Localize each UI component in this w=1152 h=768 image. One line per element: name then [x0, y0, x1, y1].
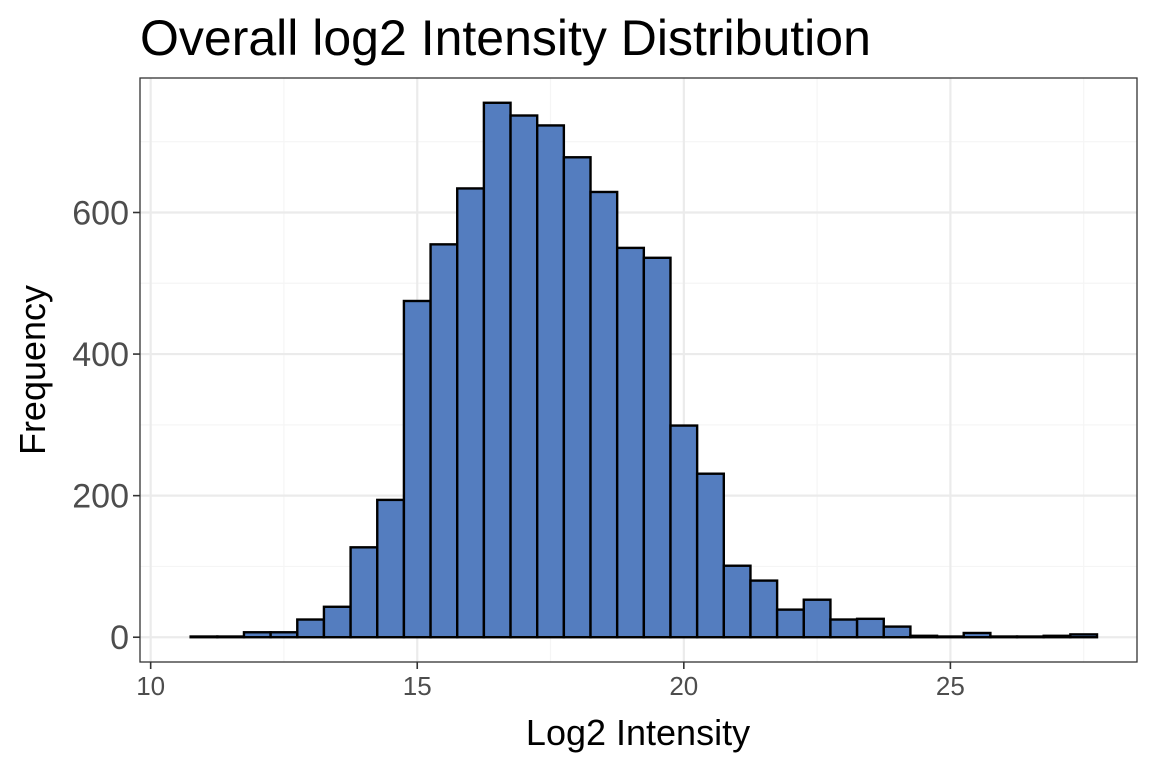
histogram-bars — [189, 101, 1099, 639]
histogram-bar — [1069, 633, 1099, 639]
x-tick-label: 15 — [403, 671, 432, 701]
histogram-bar — [802, 598, 832, 639]
y-tick-label: 0 — [110, 619, 129, 657]
histogram-bar — [189, 635, 219, 639]
histogram-bar — [962, 631, 992, 639]
y-tick-label: 400 — [72, 336, 129, 374]
histogram-bar — [589, 190, 619, 639]
histogram-bar — [349, 546, 379, 639]
histogram-bar — [695, 472, 726, 639]
histogram-bar — [749, 579, 779, 639]
histogram-bar — [909, 634, 939, 639]
x-tick-label: 25 — [936, 671, 965, 701]
histogram-bar — [376, 498, 406, 639]
histogram-bar — [935, 635, 965, 639]
histogram-bar — [509, 114, 539, 639]
histogram-bar — [322, 605, 352, 639]
x-tick-label: 20 — [669, 671, 698, 701]
histogram-bar — [615, 246, 646, 639]
histogram-bar — [482, 101, 512, 639]
y-tick-label: 600 — [72, 194, 129, 232]
histogram-bar — [829, 618, 859, 639]
histogram-bar — [456, 187, 486, 639]
histogram-bar — [296, 618, 326, 639]
histogram-bar — [1015, 635, 1045, 639]
histogram-bar — [429, 243, 459, 639]
histogram-bar — [722, 564, 752, 639]
histogram-bar — [402, 299, 432, 639]
histogram-bar — [775, 608, 805, 639]
chart-title: Overall log2 Intensity Distribution — [140, 10, 871, 66]
histogram-bar — [242, 631, 272, 639]
histogram-bar — [269, 631, 299, 639]
histogram-bar — [989, 635, 1019, 639]
histogram-bar — [669, 424, 699, 639]
x-axis-title: Log2 Intensity — [526, 712, 750, 753]
panel-border — [139, 77, 1138, 663]
axis-ticks: 10 15 20 25 0 200 400 600 — [72, 194, 965, 701]
y-axis-title: Frequency — [12, 285, 53, 455]
histogram-bar — [1042, 634, 1072, 639]
histogram-bar — [216, 635, 246, 639]
histogram-bar — [562, 156, 592, 639]
x-tick-label: 10 — [136, 671, 165, 701]
histogram-bar — [536, 124, 566, 639]
histogram-bar — [882, 625, 912, 639]
y-tick-label: 200 — [72, 478, 129, 516]
histogram-bar — [642, 256, 672, 639]
histogram-bar — [855, 617, 885, 639]
